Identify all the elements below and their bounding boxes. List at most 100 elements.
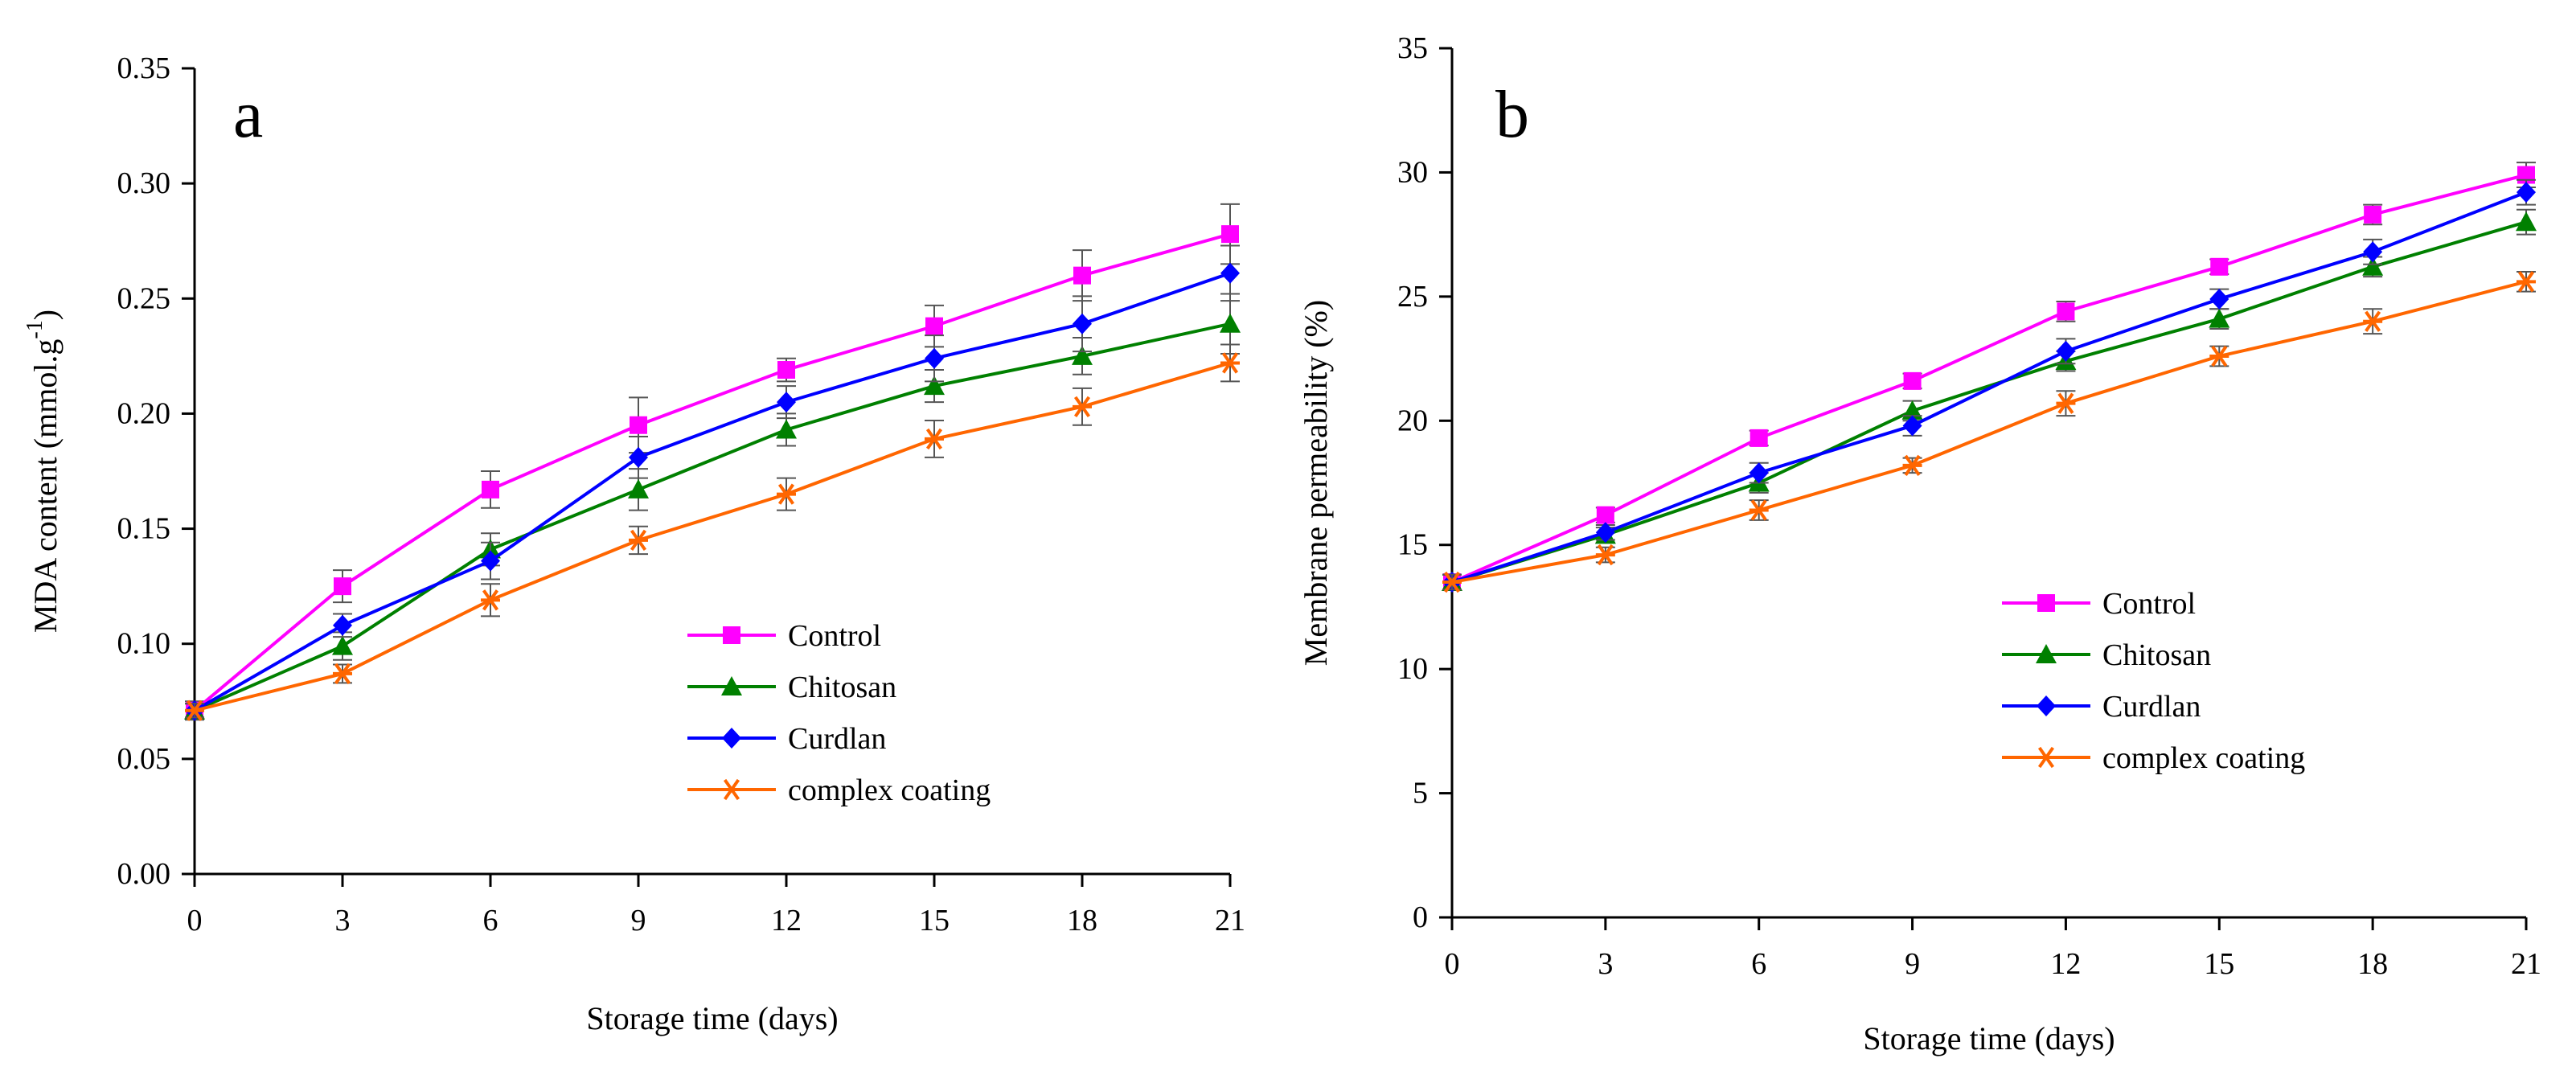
- y-tick-label: 0.05: [117, 742, 171, 776]
- data-point: [185, 700, 204, 721]
- series-line: [193, 232, 1231, 712]
- y-tick-label: 5: [1413, 777, 1428, 810]
- data-point: [925, 428, 944, 450]
- data-point: [334, 577, 351, 596]
- legend-label: Chitosan: [2102, 638, 2211, 672]
- data-point: [924, 375, 945, 396]
- data-point: [925, 317, 943, 335]
- data-point: [925, 347, 944, 369]
- data-point: [2364, 205, 2382, 224]
- y-tick-label: 0.20: [117, 396, 171, 430]
- legend-label: complex coating: [2102, 741, 2305, 775]
- data-point: [2209, 345, 2229, 367]
- y-tick-label: 0.30: [117, 166, 171, 200]
- chart-panel-b: 0 5 10 15 20 25 30 35 0 3 6 9 12 15 18 21 b Storage time …: [1298, 31, 2541, 1056]
- data-point: [333, 614, 352, 636]
- x-axis-title: Storage time (days): [1863, 1020, 2115, 1056]
- series-line: [1451, 220, 2527, 584]
- data-point: [2209, 288, 2229, 310]
- data-point: [777, 483, 796, 505]
- legend-marker: [722, 728, 741, 749]
- data-point: [1220, 262, 1240, 284]
- series-chitosan: [184, 293, 1241, 720]
- data-point: [1903, 371, 1922, 390]
- data-point: [629, 446, 648, 468]
- x-tick-label: 6: [1751, 947, 1766, 981]
- data-point: [1073, 266, 1091, 285]
- x-tick-label: 0: [1445, 947, 1460, 981]
- legend-entry: Control: [687, 619, 881, 653]
- data-point: [2209, 308, 2230, 328]
- data-point: [1596, 506, 1614, 524]
- data-point: [628, 478, 649, 498]
- y-tick-label: 20: [1397, 404, 1428, 437]
- y-tick-label: 0.15: [117, 512, 171, 546]
- x-tick-label: 15: [2204, 947, 2234, 981]
- x-tick-label: 18: [2357, 947, 2388, 981]
- data-point: [1072, 345, 1093, 365]
- x-tick-label: 3: [1598, 947, 1613, 981]
- series-line: [194, 271, 1231, 712]
- data-point: [333, 663, 352, 685]
- data-point: [2516, 211, 2537, 232]
- data-point: [1073, 396, 1092, 417]
- legend-marker: [723, 626, 740, 644]
- x-tick-label: 0: [187, 904, 203, 937]
- legend: Control Chitosan Curdlan complex coating: [687, 619, 991, 807]
- data-point: [1749, 429, 1768, 447]
- x-tick-label: 15: [919, 904, 950, 937]
- data-point: [1901, 400, 1923, 420]
- legend-label: Chitosan: [788, 671, 896, 704]
- legend-marker: [2037, 746, 2056, 769]
- data-point: [630, 416, 647, 434]
- y-tick-label: 0: [1413, 901, 1428, 934]
- data-point: [776, 419, 797, 439]
- y-tick-label: 0.00: [117, 857, 171, 891]
- data-point: [1902, 415, 1922, 437]
- data-point: [1595, 544, 1615, 566]
- y-tick-label: 0.25: [117, 281, 171, 315]
- data-point: [629, 529, 648, 552]
- data-point: [2363, 310, 2383, 332]
- y-tick-label: 25: [1397, 280, 1428, 314]
- legend-entry: Curdlan: [2002, 690, 2201, 724]
- y-tick-label: 15: [1397, 528, 1428, 562]
- legend: Control Chitosan Curdlan complex coating: [2002, 587, 2305, 775]
- data-point: [2362, 256, 2384, 276]
- series-control: [185, 203, 1240, 721]
- legend-marker: [721, 676, 742, 695]
- data-point: [1073, 313, 1092, 334]
- data-point: [2056, 340, 2076, 362]
- series-line: [194, 361, 1231, 712]
- data-point: [1220, 352, 1240, 374]
- series-complex-coating: [1442, 270, 2536, 593]
- x-tick-label: 12: [771, 904, 802, 937]
- series-line: [1451, 191, 2527, 584]
- data-point: [777, 361, 795, 379]
- legend-entry: Chitosan: [687, 671, 896, 704]
- series-line: [1451, 280, 2527, 585]
- legend-label: Control: [2102, 587, 2196, 621]
- data-point: [1220, 313, 1241, 333]
- data-point: [2363, 241, 2383, 263]
- y-tick-label: 10: [1397, 652, 1428, 686]
- y-axis-title-main: Membrane permeability (%): [1298, 300, 1334, 666]
- legend-entry: Chitosan: [2002, 638, 2211, 672]
- legend-label: Control: [788, 619, 881, 653]
- legend-label: Curdlan: [2102, 690, 2201, 724]
- data-point: [481, 589, 500, 611]
- panel-label: b: [1495, 77, 1529, 152]
- legend-entry: complex coating: [687, 773, 991, 807]
- data-point: [777, 392, 796, 413]
- x-tick-label: 21: [1215, 904, 1245, 937]
- legend-marker: [722, 778, 741, 801]
- x-tick-label: 21: [2511, 947, 2541, 981]
- legend-entry: Control: [2002, 587, 2196, 621]
- x-tick-label: 6: [483, 904, 498, 937]
- data-point: [481, 550, 500, 572]
- y-tick-label: 35: [1397, 31, 1428, 65]
- data-point: [1442, 571, 1462, 593]
- data-point: [1749, 499, 1769, 521]
